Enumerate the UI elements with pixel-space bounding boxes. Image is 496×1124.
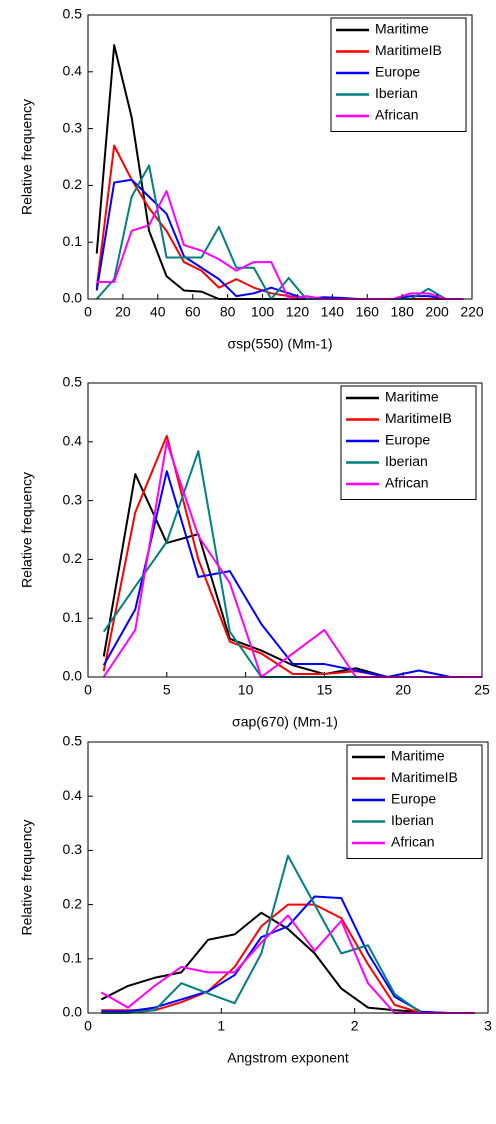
x-tick-label: 100 bbox=[251, 304, 275, 320]
x-tick-label: 2 bbox=[351, 1018, 359, 1034]
y-tick-label: 0.2 bbox=[63, 895, 83, 911]
y-tick-label: 0.1 bbox=[63, 233, 83, 249]
x-tick-label: 1 bbox=[217, 1018, 225, 1034]
y-axis-label: Relative frequency bbox=[19, 820, 35, 936]
legend-label: African bbox=[375, 107, 419, 123]
plot-frame bbox=[87, 14, 473, 300]
x-tick-label: 3 bbox=[484, 1018, 492, 1034]
y-tick-label: 0.0 bbox=[63, 1004, 83, 1020]
plot-frame bbox=[87, 741, 489, 1014]
y-tick-label: 0.3 bbox=[63, 119, 83, 135]
legend-label: African bbox=[391, 834, 435, 850]
y-axis-label: Relative frequency bbox=[19, 472, 35, 588]
x-tick-label: 200 bbox=[425, 304, 449, 320]
x-tick-label: 180 bbox=[391, 304, 415, 320]
x-axis-label: σsp(550) (Mm-1) bbox=[227, 336, 332, 352]
x-tick-label: 0 bbox=[84, 304, 92, 320]
y-tick-label: 0.5 bbox=[63, 6, 83, 22]
series-line bbox=[100, 911, 475, 1014]
y-tick-label: 0.5 bbox=[63, 733, 83, 749]
series-line bbox=[101, 895, 475, 1014]
y-tick-label: 0.4 bbox=[63, 63, 83, 79]
legend-label: Iberian bbox=[391, 812, 434, 828]
x-tick-label: 25 bbox=[474, 682, 490, 698]
x-tick-label: 0 bbox=[84, 1018, 92, 1034]
x-tick-label: 15 bbox=[317, 682, 333, 698]
legend-box bbox=[346, 744, 483, 859]
x-tick-label: 10 bbox=[238, 682, 254, 698]
x-tick-label: 40 bbox=[150, 304, 166, 320]
y-tick-label: 0.4 bbox=[63, 787, 83, 803]
y-tick-label: 0.3 bbox=[63, 491, 83, 507]
x-tick-label: 220 bbox=[460, 304, 484, 320]
series-line bbox=[102, 470, 482, 678]
y-tick-label: 0.1 bbox=[63, 950, 83, 966]
y-tick-label: 0.2 bbox=[63, 176, 83, 192]
series-line bbox=[102, 473, 482, 678]
legend-label: Iberian bbox=[385, 453, 428, 469]
legend-box bbox=[340, 385, 477, 500]
x-tick-label: 5 bbox=[163, 682, 171, 698]
series-line bbox=[95, 144, 464, 300]
y-axis-label: Relative frequency bbox=[19, 99, 35, 215]
legend-label: MaritimeIB bbox=[385, 410, 452, 426]
x-tick-label: 160 bbox=[356, 304, 380, 320]
y-tick-label: 0.4 bbox=[63, 433, 83, 449]
legend-label: Europe bbox=[391, 791, 436, 807]
series-line bbox=[101, 903, 475, 1014]
legend-label: MaritimeIB bbox=[391, 769, 458, 785]
y-tick-label: 0.0 bbox=[63, 290, 83, 306]
x-tick-label: 80 bbox=[220, 304, 236, 320]
legend-label: Europe bbox=[375, 64, 420, 80]
legend-label: Maritime bbox=[391, 748, 445, 764]
x-axis-label: Angstrom exponent bbox=[227, 1050, 349, 1066]
legend-label: Maritime bbox=[385, 389, 439, 405]
legend-label: African bbox=[385, 475, 429, 491]
chart-panel: 0.0 0.1 0.2 0.3 0.4 0.5 0 20 40 60 80 100 120 140 160 1… bbox=[19, 6, 484, 352]
y-tick-label: 0.5 bbox=[63, 374, 83, 390]
legend-box bbox=[330, 17, 467, 132]
plot-frame bbox=[87, 382, 483, 678]
x-axis-label: σap(670) (Mm-1) bbox=[232, 714, 338, 730]
legend-label: Iberian bbox=[375, 85, 418, 101]
x-tick-label: 0 bbox=[84, 682, 92, 698]
x-tick-label: 120 bbox=[286, 304, 310, 320]
x-tick-label: 60 bbox=[185, 304, 201, 320]
chart-panel: 0.0 0.1 0.2 0.3 0.4 0.5 0 1 2 3 Angstrom exponent R… bbox=[19, 733, 492, 1066]
x-tick-label: 20 bbox=[395, 682, 411, 698]
legend-label: MaritimeIB bbox=[375, 42, 442, 58]
y-tick-label: 0.1 bbox=[63, 609, 83, 625]
chart-panel: 0.0 0.1 0.2 0.3 0.4 0.5 0 5 10 15 20 25 σap(670) (Mm… bbox=[19, 374, 490, 730]
y-tick-label: 0.2 bbox=[63, 550, 83, 566]
y-tick-label: 0.0 bbox=[63, 668, 83, 684]
legend-label: Europe bbox=[385, 432, 430, 448]
x-tick-label: 20 bbox=[115, 304, 131, 320]
y-tick-label: 0.3 bbox=[63, 841, 83, 857]
series-line bbox=[96, 190, 464, 300]
x-tick-label: 140 bbox=[321, 304, 345, 320]
series-line bbox=[101, 854, 475, 1014]
legend-label: Maritime bbox=[375, 21, 429, 37]
